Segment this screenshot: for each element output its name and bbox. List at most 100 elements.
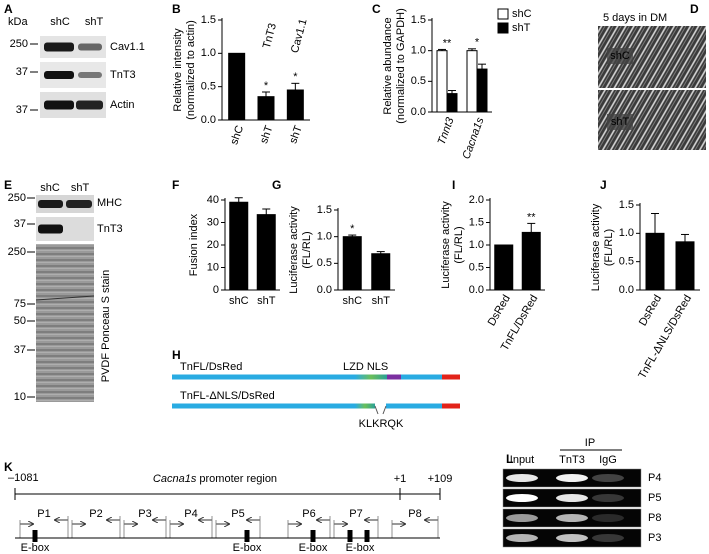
x-tick-label: shC [229,295,249,307]
bar [476,68,488,113]
legend-label: shC [512,8,532,20]
y-tick-label: 0.5 [411,75,426,87]
primer-label: P2 [89,508,102,520]
y-axis-title: (FL/RL) [453,226,465,263]
x-tick-label: shC [228,124,246,147]
y-tick-label: 0.5 [201,81,216,93]
x-tick-label: shT [257,295,276,307]
condition-label: 5 days in DM [603,12,667,24]
gel-band [556,514,588,522]
e-box-label: E-box [299,542,328,554]
lane-label: shC [40,182,60,194]
y-tick-label: 1.0 [201,47,216,59]
marker-label: 37 [14,218,26,230]
column-label: Input [510,454,534,466]
bar [436,50,448,113]
panel-letter: K [4,460,13,474]
end-label: +109 [428,473,453,485]
marker-label: 37 [16,66,28,78]
panel-letter: I [452,178,455,192]
stain-label: PVDF Ponceau S stain [100,270,112,383]
significance-mark: * [350,223,355,235]
bar [228,52,246,121]
marker-label: 50 [14,315,26,327]
row-label: P8 [648,512,661,524]
gel-band [506,514,538,522]
marker-label: 37 [14,344,26,356]
panel-letter: J [600,178,607,192]
x-tick-label: shT [258,124,276,146]
significance-mark: * [475,37,480,49]
deletion-mark [374,405,387,415]
marker-label: 75 [14,298,26,310]
y-tick-label: 2.0 [469,194,484,206]
construct-segment [386,403,442,409]
y-axis-title: Luciferase activity [590,203,602,291]
gel-band [556,494,588,502]
x-tick-label: Tnnt3 [436,115,457,146]
x-tick-label: DsRed [486,293,513,328]
e-box-site [364,530,370,542]
y-axis-title: Fusion index [188,213,200,276]
primer-label: P1 [37,508,50,520]
y-axis-title: (FL/RL) [301,231,313,268]
bar [494,244,514,291]
bar [342,236,362,291]
marker-label: 37 [16,104,28,116]
significance-mark: ** [527,211,536,223]
construct-segment [442,374,460,380]
bar [286,89,304,121]
ip-label: IP [585,437,595,449]
blot-band [76,100,103,110]
primer-label: P4 [184,508,197,520]
y-axis-title: (normalized to actin) [185,20,197,120]
construct-segment [355,403,375,409]
y-tick-label: 1.0 [469,239,484,251]
primer-label: P5 [231,508,244,520]
band-label: TnT3 [110,69,136,81]
domain-label: LZD NLS [343,361,388,373]
e-box-label: E-box [233,542,262,554]
x-tick-label: DsRed [637,293,664,328]
label-backdrop [607,48,633,64]
start-label: –1081 [8,472,39,484]
y-tick-label: 1.0 [619,227,634,239]
panel-letter: E [4,178,12,192]
band-label: Cav1.1 [110,41,145,53]
region-label: Cacna1s promoter region [153,473,277,485]
x-tick-label: shT [372,295,391,307]
band-label: TnT3 [97,223,123,235]
bar [256,214,276,291]
e-box-label: E-box [21,542,50,554]
y-tick-label: 1.5 [411,14,426,26]
gel-band [506,494,538,502]
legend-swatch [497,8,509,20]
bar [229,201,249,291]
y-tick-label: 0.5 [619,256,634,268]
y-tick-label: 0.0 [619,284,634,296]
row-label: shC [610,50,630,62]
blot-band [38,200,63,208]
blot-band [66,200,92,208]
y-tick-label: 30 [207,216,219,228]
blot-band [78,72,102,78]
blot-band [38,224,63,234]
y-tick-label: 0 [213,284,219,296]
e-box-site [32,530,38,542]
x-tick-label: Cacna1s [460,115,486,160]
gel-band [506,534,538,542]
gel-band [592,534,624,542]
row-label: P3 [648,532,661,544]
e-box-site [347,530,353,542]
construct-segment [442,403,460,409]
y-tick-label: 1.5 [619,199,634,211]
legend-swatch [497,22,509,34]
y-tick-label: 40 [207,194,219,206]
marker-label: 250 [8,246,26,258]
construct-segment [172,403,355,409]
bar [257,96,275,121]
bar [371,253,391,291]
y-tick-label: 1.5 [317,204,332,216]
construct-label: TnFL-ΔNLS/DsRed [180,390,275,402]
panel-letter: B [172,2,181,16]
